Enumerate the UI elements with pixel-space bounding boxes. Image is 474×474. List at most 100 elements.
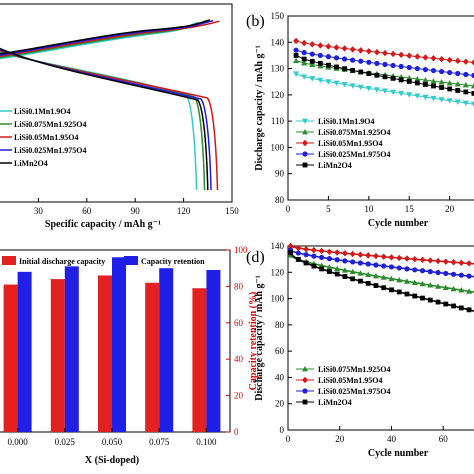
panel-b-point xyxy=(447,69,453,76)
panel-d-point xyxy=(349,250,356,258)
panel-d-point xyxy=(419,268,426,274)
panel-b-point xyxy=(333,55,340,61)
panel-d-point xyxy=(365,271,372,278)
panel-d-point xyxy=(442,284,449,291)
panel-b-point xyxy=(422,77,429,83)
panel-b-point xyxy=(422,94,429,101)
panel-b-point xyxy=(470,59,474,66)
panel-b-point xyxy=(309,58,315,64)
panel-b-point xyxy=(462,100,469,107)
panel-d-point xyxy=(350,276,356,282)
panel-a-discharge-curve xyxy=(0,47,209,191)
panel-d-ytick-label: 20 xyxy=(275,399,285,409)
panel-b-point xyxy=(454,57,461,65)
panel-d-point xyxy=(380,253,387,260)
panel-b-ytick-label: 100 xyxy=(271,142,285,152)
panel-a-charge-curve xyxy=(0,19,214,56)
panel-c-bar xyxy=(112,257,126,432)
panel-d-point xyxy=(435,283,442,289)
panel-b-xtick-label: 5 xyxy=(326,204,331,214)
panel-d-xtick-label: 20 xyxy=(335,434,345,444)
panel-d-legend-label: LiMn2O4 xyxy=(318,398,352,407)
panel-b-point xyxy=(341,45,348,52)
panel-b-point xyxy=(374,72,380,78)
panel-d-point xyxy=(311,253,317,259)
panel-d-point xyxy=(419,280,426,287)
panel-b-point xyxy=(301,50,307,56)
panel-d-point xyxy=(466,307,472,313)
panel-b-point xyxy=(414,80,420,86)
panel-d-point xyxy=(466,260,473,267)
panel-d-point xyxy=(427,269,433,275)
panel-d-xlabel: Cycle number xyxy=(368,448,429,459)
panel-b-point xyxy=(422,54,429,61)
panel-d-ytick-label: 120 xyxy=(271,267,285,277)
panel-b-point xyxy=(463,71,469,78)
panel-d-point xyxy=(450,285,457,292)
panel-b-point xyxy=(325,79,332,85)
panel-a-charge-curve xyxy=(0,20,220,58)
panel-d-point xyxy=(318,247,325,255)
panel-d-point xyxy=(326,248,333,255)
panel-b-point xyxy=(439,85,444,90)
panel-b-point xyxy=(406,79,412,84)
panel-b-point xyxy=(349,83,356,89)
panel-d-point xyxy=(435,269,441,276)
panel-b-point xyxy=(325,54,332,60)
panel-d-point xyxy=(334,271,340,277)
panel-d-point xyxy=(381,263,387,269)
panel-a-xtick-label: 60 xyxy=(82,206,92,216)
panel-b-xtick-label: 0 xyxy=(286,204,291,214)
panel-b-point xyxy=(390,62,396,69)
panel-c-legend-swatch xyxy=(124,256,138,265)
panel-d-point xyxy=(311,263,317,269)
panel-d-frame xyxy=(287,245,474,431)
panel-b-point xyxy=(454,99,461,105)
panel-d-point xyxy=(319,266,325,272)
panel-b-point xyxy=(398,77,404,83)
panel-d-point xyxy=(388,254,395,261)
panel-b-point xyxy=(350,57,356,63)
panel-d-point xyxy=(458,287,465,293)
panel-d-point xyxy=(334,257,340,263)
panel-b-legend-label: LiSi0.075Mn1.925O4 xyxy=(318,128,390,137)
panel-d-legend-marker xyxy=(302,399,308,405)
panel-d-point xyxy=(380,274,387,280)
panel-d-point xyxy=(326,269,332,274)
panel-d-xtick-label: 0 xyxy=(286,434,291,444)
panel-b-point xyxy=(430,78,437,84)
panel-d-point xyxy=(427,297,433,303)
panel-b-point xyxy=(366,71,372,77)
panel-d-point xyxy=(295,244,302,252)
panel-d-point xyxy=(334,249,341,256)
panel-b-point xyxy=(463,89,469,95)
panel-b-point xyxy=(309,41,316,48)
panel-d-point xyxy=(388,264,395,270)
panel-b-ytick-label: 80 xyxy=(275,195,285,205)
panel-b-point xyxy=(406,64,412,71)
panel-d-point xyxy=(341,267,348,273)
panel-d-point xyxy=(389,287,394,293)
panel-c-ytick-label: 80 xyxy=(234,281,244,291)
panel-b-point xyxy=(293,57,300,64)
panel-c-ylabel: Capacity retention (%) xyxy=(248,292,259,391)
panel-d-point xyxy=(450,259,457,266)
panel-a: 30 60 90 120 150 Specific capacity / mAh g⁻¹ L… xyxy=(0,3,239,230)
panel-d-point xyxy=(334,265,341,272)
panel-c-xtick-label: 0.100 xyxy=(196,437,217,447)
panel-b-point xyxy=(470,82,474,89)
panel-a-xtick-label: 30 xyxy=(34,206,44,216)
panel-b-point xyxy=(455,70,461,77)
panel-d-ytick-label: 40 xyxy=(275,372,285,382)
panel-a-frame xyxy=(0,3,233,203)
panel-b-legend-marker xyxy=(302,129,308,135)
panel-b-point xyxy=(293,37,300,45)
panel-b-legend-marker xyxy=(302,118,308,124)
panel-b-point xyxy=(390,89,397,96)
panel-b-legend-marker xyxy=(302,139,308,147)
panel-b-point xyxy=(382,61,388,68)
panel-a-charge-curve xyxy=(0,19,210,55)
panel-d-point xyxy=(381,285,387,291)
panel-b-xtick-label: 15 xyxy=(405,204,415,214)
